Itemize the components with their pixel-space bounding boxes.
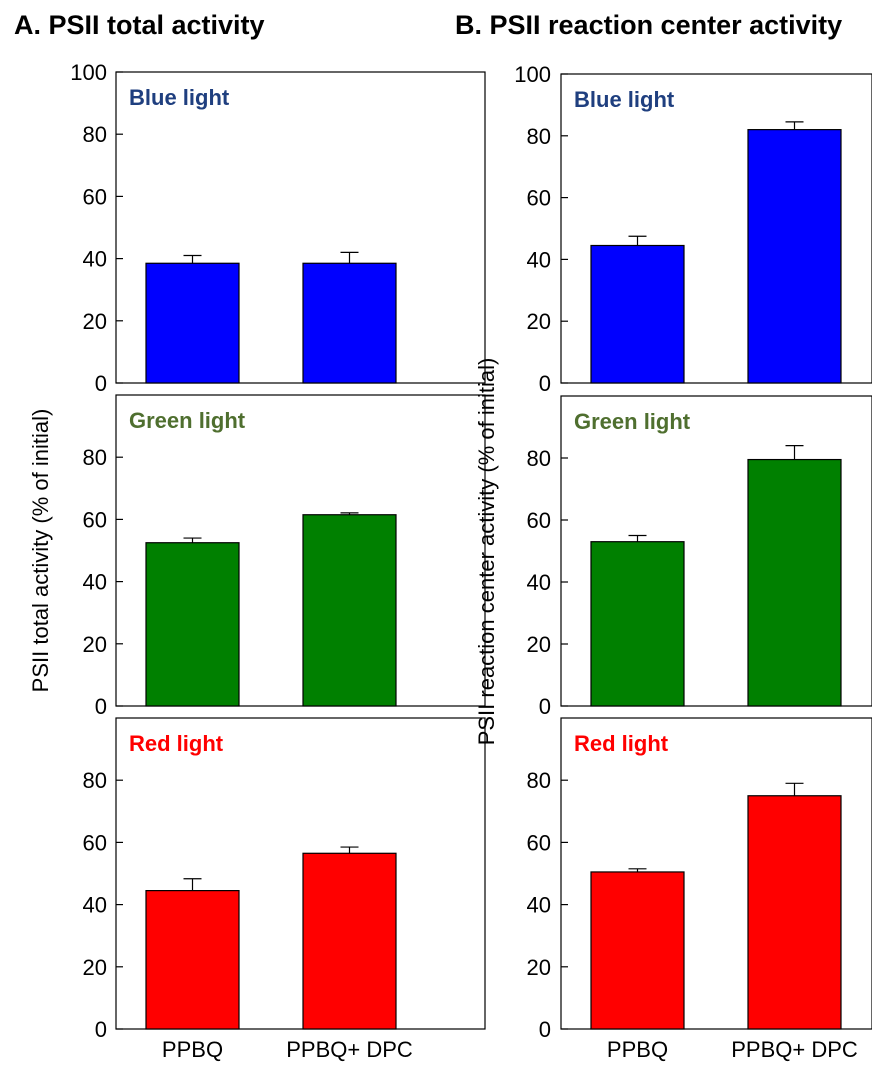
- y-tick-label: 20: [527, 632, 551, 657]
- y-tick-label: 60: [527, 186, 551, 211]
- bar: [590, 871, 685, 1030]
- y-tick-label: 0: [95, 694, 107, 719]
- y-tick-label: 20: [83, 632, 107, 657]
- y-tick-label: 60: [527, 830, 551, 855]
- bar: [145, 890, 240, 1030]
- y-tick-label: 60: [83, 184, 107, 209]
- subplot-frame: [560, 395, 872, 707]
- y-tick-label: 80: [83, 122, 107, 147]
- y-tick-label: 0: [539, 371, 551, 396]
- subplot-label: Green light: [129, 408, 246, 433]
- y-tick-label: 40: [83, 247, 107, 272]
- subplot-label: Green light: [574, 409, 691, 434]
- subplot-label: Red light: [129, 731, 224, 756]
- panel-b-title: B. PSII reaction center activity: [455, 10, 842, 40]
- subplot-frame: [115, 717, 486, 1030]
- y-tick-label: 40: [83, 570, 107, 595]
- y-tick-label: 60: [527, 508, 551, 533]
- y-tick-label: 0: [95, 371, 107, 396]
- subplot-label: Blue light: [129, 85, 230, 110]
- y-tick-label: 0: [539, 1017, 551, 1042]
- y-tick-label: 40: [527, 893, 551, 918]
- y-tick-label: 40: [527, 247, 551, 272]
- category-label: PPBQ: [607, 1037, 668, 1062]
- chart-marks: 0 20 40 60 80 100 Blue light 0 20 40 60 80 Green lig…: [28, 60, 872, 1062]
- subplot-frame: [560, 73, 872, 384]
- subplot-frame: [560, 717, 872, 1030]
- bar: [145, 542, 240, 707]
- y-tick-label: 60: [83, 830, 107, 855]
- panel-a-title: A. PSII total activity: [14, 10, 265, 40]
- bar: [590, 541, 685, 707]
- bar: [302, 514, 397, 707]
- category-label: PPBQ: [162, 1037, 223, 1062]
- subplot-label: Blue light: [574, 87, 675, 112]
- y-axis-label: PSII reaction center activity (% of init…: [474, 358, 499, 746]
- y-tick-label: 20: [527, 955, 551, 980]
- y-tick-label: 0: [539, 694, 551, 719]
- bar: [747, 795, 842, 1030]
- bar: [302, 262, 397, 384]
- subplot-frame: [115, 394, 486, 707]
- y-tick-label: 100: [70, 60, 107, 85]
- y-tick-label: 0: [95, 1017, 107, 1042]
- y-tick-label: 20: [83, 955, 107, 980]
- bar: [747, 129, 842, 384]
- y-tick-label: 80: [83, 768, 107, 793]
- y-tick-label: 40: [83, 893, 107, 918]
- y-tick-label: 80: [527, 446, 551, 471]
- bar: [145, 262, 240, 384]
- category-label: PPBQ+ DPC: [731, 1037, 858, 1062]
- y-tick-label: 20: [83, 309, 107, 334]
- bar: [747, 458, 842, 707]
- y-tick-label: 60: [83, 507, 107, 532]
- y-tick-label: 40: [527, 570, 551, 595]
- y-tick-label: 80: [527, 768, 551, 793]
- subplot-label: Red light: [574, 731, 669, 756]
- y-tick-label: 80: [83, 445, 107, 470]
- y-axis-label: PSII total activity (% of initial): [28, 409, 53, 693]
- category-label: PPBQ+ DPC: [286, 1037, 413, 1062]
- bar: [590, 244, 685, 384]
- y-tick-label: 80: [527, 124, 551, 149]
- y-tick-label: 20: [527, 309, 551, 334]
- subplot-frame: [115, 71, 486, 384]
- y-tick-label: 100: [514, 62, 551, 87]
- bar: [302, 852, 397, 1030]
